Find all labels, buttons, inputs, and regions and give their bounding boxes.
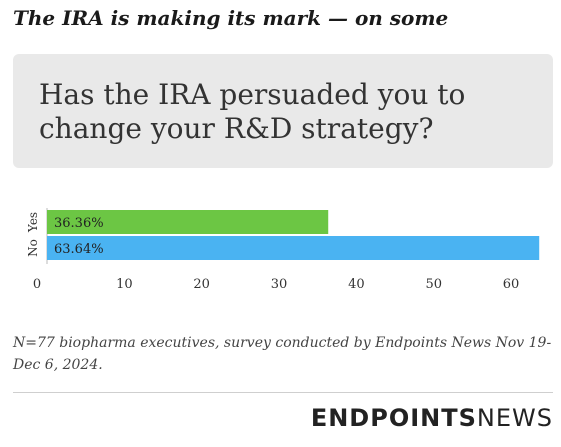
bar-no xyxy=(47,236,540,260)
bar-value-label-no: 63.64% xyxy=(54,242,104,257)
category-labels: Yes No xyxy=(26,212,40,257)
x-tick-60: 60 xyxy=(503,277,520,292)
footnote: N=77 biopharma executives, survey conduc… xyxy=(13,335,552,373)
category-label-no: No xyxy=(26,239,40,257)
x-tick-10: 10 xyxy=(116,277,133,292)
logo-bold-text: ENDPOINTS xyxy=(310,404,477,432)
divider xyxy=(13,392,553,393)
bar-value-label-yes: 36.36% xyxy=(54,216,104,231)
x-tick-20: 20 xyxy=(193,277,210,292)
logo-light-text: NEWS xyxy=(476,404,553,432)
bars-group: 36.36% 63.64% xyxy=(47,210,540,260)
x-tick-30: 30 xyxy=(271,277,288,292)
endpoints-news-logo[interactable]: ENDPOINTSNEWS xyxy=(311,404,553,432)
x-tick-40: 40 xyxy=(348,277,365,292)
x-tick-labels: 0 10 20 30 40 50 60 xyxy=(33,277,519,292)
bar-chart: 36.36% 63.64% Yes No 0 10 20 30 40 50 60 xyxy=(26,208,540,292)
x-tick-0: 0 xyxy=(33,277,41,292)
headline: The IRA is making its mark — on some xyxy=(13,6,449,30)
x-tick-50: 50 xyxy=(425,277,442,292)
question-box: Has the IRA persuaded you to change your… xyxy=(13,54,553,168)
bar-yes xyxy=(47,210,329,234)
category-label-yes: Yes xyxy=(26,212,40,233)
question-text: Has the IRA persuaded you to change your… xyxy=(39,78,466,145)
